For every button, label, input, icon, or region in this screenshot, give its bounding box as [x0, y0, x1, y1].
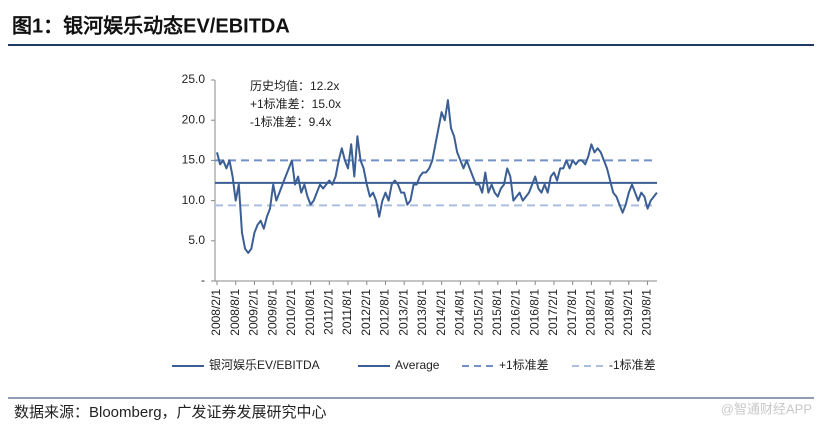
- x-tick-label: 2019/8/1: [640, 289, 654, 336]
- x-tick-label: 2013/2/1: [396, 289, 410, 336]
- y-tick-label: 10.0: [182, 193, 206, 207]
- y-tick-label: 5.0: [188, 233, 205, 247]
- x-tick-label: 2010/2/1: [284, 289, 298, 336]
- annotation: +1标准差：15.0x: [250, 97, 341, 111]
- y-tick-label: -: [201, 273, 205, 287]
- x-tick-label: 2014/8/1: [453, 289, 467, 336]
- annotation: 历史均值：12.2x: [250, 78, 339, 93]
- y-tick-label: 20.0: [182, 112, 206, 126]
- x-tick-label: 2012/8/1: [378, 289, 392, 336]
- x-tick-label: 2017/8/1: [565, 289, 579, 336]
- legend-label: Average: [395, 358, 440, 372]
- y-tick-label: 15.0: [182, 153, 206, 167]
- source: 数据来源：Bloomberg，广发证券发展研究中心: [14, 404, 327, 421]
- x-tick-label: 2008/2/1: [209, 289, 223, 336]
- x-tick-label: 2008/8/1: [228, 289, 242, 336]
- x-tick-label: 2009/2/1: [247, 289, 261, 336]
- legend-label: -1标准差: [609, 358, 656, 372]
- x-tick-label: 2019/2/1: [621, 289, 635, 336]
- x-tick-label: 2018/8/1: [602, 289, 616, 336]
- watermark: @智通财经APP: [721, 401, 812, 416]
- x-tick-label: 2018/2/1: [584, 289, 598, 336]
- annotation: -1标准差：9.4x: [250, 115, 331, 129]
- x-tick-label: 2010/8/1: [303, 289, 317, 336]
- x-tick-label: 2011/8/1: [340, 289, 354, 335]
- x-tick-label: 2009/8/1: [265, 289, 279, 336]
- x-tick-label: 2017/2/1: [546, 289, 560, 336]
- y-tick-label: 25.0: [182, 72, 206, 86]
- x-tick-label: 2012/2/1: [359, 289, 373, 336]
- x-tick-label: 2011/2/1: [321, 289, 335, 335]
- x-tick-label: 2014/2/1: [434, 289, 448, 336]
- chart-title: 图1：银河娱乐动态EV/EBITDA: [12, 13, 290, 37]
- legend-label: 银河娱乐EV/EBITDA: [209, 358, 320, 372]
- x-tick-label: 2016/8/1: [527, 289, 541, 336]
- x-tick-label: 2016/2/1: [509, 289, 523, 336]
- series-line: [216, 99, 658, 254]
- legend-label: +1标准差: [499, 358, 549, 372]
- x-tick-label: 2015/8/1: [490, 289, 504, 336]
- x-tick-label: 2015/2/1: [471, 289, 485, 336]
- x-tick-label: 2013/8/1: [415, 289, 429, 336]
